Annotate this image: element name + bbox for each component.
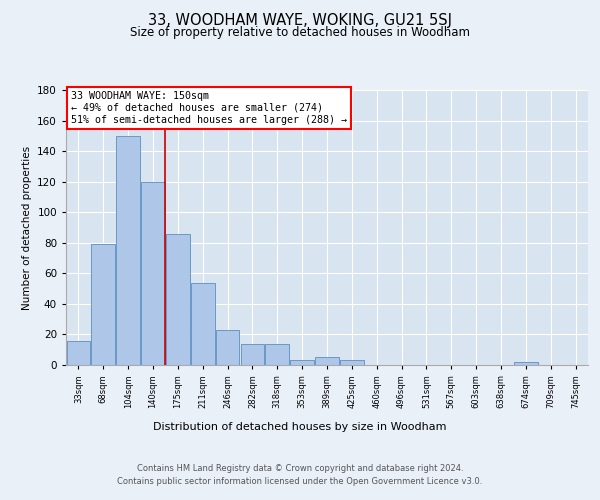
Bar [91, 244, 115, 365]
Bar [241, 344, 264, 365]
Text: Contains HM Land Registry data © Crown copyright and database right 2024.: Contains HM Land Registry data © Crown c… [137, 464, 463, 473]
Bar [315, 358, 339, 365]
Bar [191, 282, 215, 365]
Bar [116, 136, 140, 365]
Bar [216, 330, 239, 365]
Text: 33 WOODHAM WAYE: 150sqm
← 49% of detached houses are smaller (274)
51% of semi-d: 33 WOODHAM WAYE: 150sqm ← 49% of detache… [71, 92, 347, 124]
Text: Contains public sector information licensed under the Open Government Licence v3: Contains public sector information licen… [118, 478, 482, 486]
Bar [141, 182, 165, 365]
Bar [265, 344, 289, 365]
Text: 33, WOODHAM WAYE, WOKING, GU21 5SJ: 33, WOODHAM WAYE, WOKING, GU21 5SJ [148, 12, 452, 28]
Text: Size of property relative to detached houses in Woodham: Size of property relative to detached ho… [130, 26, 470, 39]
Bar [290, 360, 314, 365]
Bar [514, 362, 538, 365]
Bar [340, 360, 364, 365]
Bar [67, 340, 90, 365]
Text: Distribution of detached houses by size in Woodham: Distribution of detached houses by size … [153, 422, 447, 432]
Bar [166, 234, 190, 365]
Y-axis label: Number of detached properties: Number of detached properties [22, 146, 32, 310]
